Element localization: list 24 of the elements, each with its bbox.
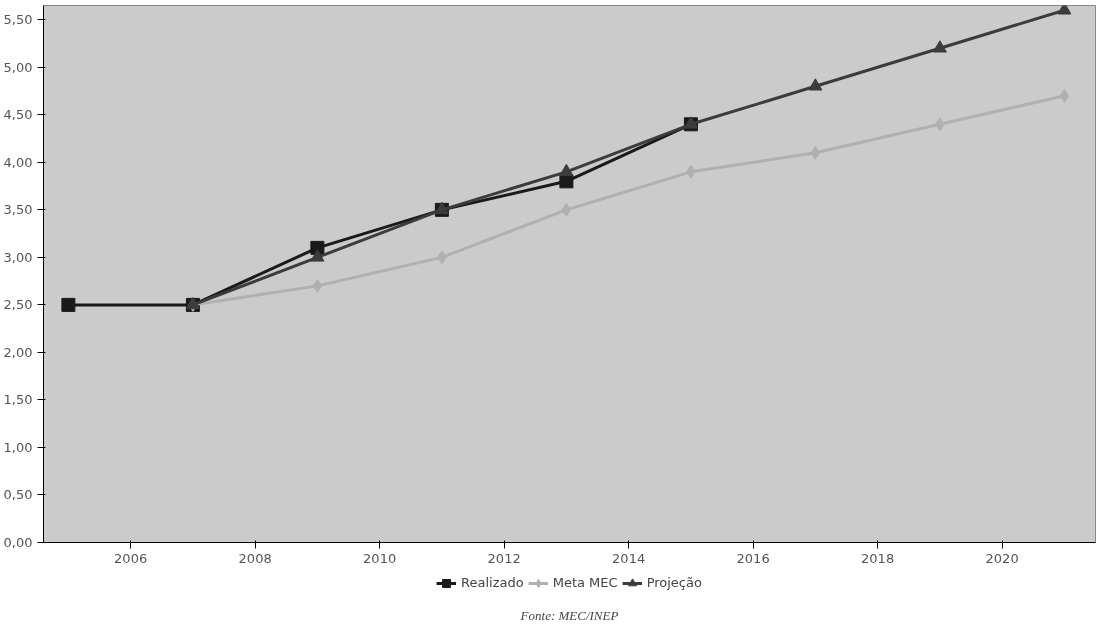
legend-label: Meta MEC [552,575,618,590]
x-tick-label: 2016 [736,550,770,566]
x-tick-label: 2010 [363,550,397,566]
x-tick-label: 2018 [861,550,895,566]
legend-label: Projeção [646,575,702,590]
y-tick-label: 0,50 [3,487,33,503]
y-tick-label: 4,00 [3,154,33,170]
y-tick-label: 2,00 [3,344,33,360]
x-tick-label: 2020 [985,550,1019,566]
y-tick-label: 4,50 [3,107,33,123]
y-tick-label: 5,00 [3,59,33,75]
y-tick-label: 1,00 [3,439,33,455]
legend-label: Realizado [461,575,524,590]
y-tick-label: 1,50 [3,392,33,408]
y-tick-label: 2,50 [3,297,33,313]
x-tick-label: 2006 [114,550,148,566]
y-tick-label: 3,00 [3,249,33,265]
source-note: Fonte: MEC/INEP [519,607,619,623]
y-tick-label: 0,00 [3,535,33,550]
y-tick-label: 3,50 [3,202,33,218]
x-tick-label: 2012 [487,550,521,566]
x-tick-label: 2008 [238,550,272,566]
y-tick-label: 5,50 [3,12,33,28]
x-tick-label: 2014 [612,550,646,566]
